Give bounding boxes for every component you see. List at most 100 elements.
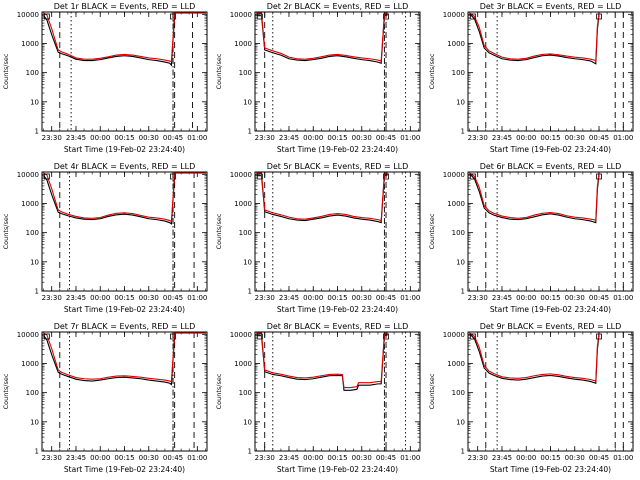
x-tick-label: 00:45: [589, 294, 609, 302]
chart-panel-9: Det 9r BLACK = Events, RED = LLD Counts/s…: [428, 322, 634, 474]
x-tick-label: 01:00: [613, 134, 633, 142]
saturation-marker: [469, 333, 476, 340]
series-line-black: [43, 335, 176, 386]
x-tick-label: 00:00: [516, 294, 536, 302]
saturation-marker: [43, 13, 50, 20]
chart-panel-1: Det 1r BLACK = Events, RED = LLD Counts/s…: [2, 2, 208, 154]
series-group: [256, 172, 388, 224]
series-line-black: [43, 175, 176, 225]
chart-title: Det 2r BLACK = Events, RED = LLD: [267, 2, 409, 11]
x-tick-label: 00:00: [303, 134, 323, 142]
x-tick-label: 00:00: [90, 294, 110, 302]
y-tick-label: 10000: [17, 11, 39, 19]
y-tick-label: 100: [452, 69, 465, 77]
series-line-red: [469, 332, 600, 382]
y-tick-label: 1000: [21, 360, 39, 368]
y-tick-label: 10000: [230, 11, 252, 19]
x-tick-label: 23:45: [279, 454, 299, 462]
x-tick-label: 01:00: [187, 134, 207, 142]
y-axis-label: Counts/sec: [215, 213, 223, 249]
plot-frame: [41, 171, 208, 292]
x-tick-label: 01:00: [613, 454, 633, 462]
x-axis-label: Start Time (19-Feb-02 23:24:40): [277, 145, 398, 154]
series-line-red: [43, 172, 206, 223]
y-tick-label: 10: [30, 98, 39, 106]
x-axis-label: Start Time (19-Feb-02 23:24:40): [490, 145, 611, 154]
y-tick-label: 10: [456, 258, 465, 266]
plot-frame: [467, 331, 634, 452]
x-tick-label: 01:00: [187, 294, 207, 302]
x-tick-label: 23:30: [42, 294, 62, 302]
x-axis-label: Start Time (19-Feb-02 23:24:40): [277, 465, 398, 474]
y-tick-label: 10: [243, 98, 252, 106]
series-line-black: [256, 334, 388, 391]
y-axis-label: Counts/sec: [2, 373, 10, 409]
y-tick-label: 1: [35, 288, 39, 296]
x-tick-label: 00:00: [90, 454, 110, 462]
y-tick-label: 10: [30, 258, 39, 266]
x-tick-label: 00:15: [540, 294, 560, 302]
x-tick-label: 23:45: [279, 294, 299, 302]
x-tick-label: 00:15: [327, 134, 347, 142]
x-tick-label: 00:45: [163, 294, 183, 302]
y-tick-label: 100: [26, 389, 39, 397]
y-tick-label: 10000: [443, 171, 465, 179]
x-tick-label: 00:00: [516, 454, 536, 462]
y-tick-label: 100: [239, 229, 252, 237]
chart-title: Det 4r BLACK = Events, RED = LLD: [54, 162, 196, 171]
x-tick-label: 00:30: [565, 294, 585, 302]
x-axis-label: Start Time (19-Feb-02 23:24:40): [490, 465, 611, 474]
y-axis-label: Counts/sec: [428, 53, 436, 89]
y-tick-label: 10: [243, 258, 252, 266]
x-tick-label: 00:00: [516, 134, 536, 142]
x-tick-label: 23:30: [255, 294, 275, 302]
y-tick-label: 10: [30, 418, 39, 426]
x-tick-label: 23:30: [468, 134, 488, 142]
series-group: [43, 332, 206, 386]
y-tick-label: 100: [239, 69, 252, 77]
plot-frame: [41, 11, 208, 132]
series-line-red: [256, 12, 388, 62]
y-tick-label: 1: [35, 448, 39, 456]
x-tick-label: 00:15: [114, 294, 134, 302]
chart-panel-7: Det 7r BLACK = Events, RED = LLD Counts/s…: [2, 322, 208, 474]
x-tick-label: 23:45: [279, 134, 299, 142]
x-tick-label: 00:15: [540, 134, 560, 142]
chart-panel-2: Det 2r BLACK = Events, RED = LLD Counts/s…: [215, 2, 421, 154]
x-tick-label: 01:00: [400, 134, 420, 142]
saturation-marker: [256, 333, 263, 340]
y-tick-label: 1000: [447, 200, 465, 208]
y-tick-label: 10000: [230, 171, 252, 179]
x-tick-label: 23:45: [66, 134, 86, 142]
chart-panel-6: Det 6r BLACK = Events, RED = LLD Counts/s…: [428, 162, 634, 314]
y-axis-label: Counts/sec: [215, 373, 223, 409]
y-tick-label: 1000: [234, 200, 252, 208]
y-tick-label: 1000: [447, 360, 465, 368]
chart-panel-8: Det 8r BLACK = Events, RED = LLD Counts/s…: [215, 322, 421, 474]
x-tick-label: 00:30: [565, 454, 585, 462]
series-line-black: [256, 14, 388, 65]
plot-frame: [41, 331, 208, 452]
y-tick-label: 100: [26, 229, 39, 237]
saturation-marker: [256, 13, 263, 20]
x-tick-label: 00:45: [589, 134, 609, 142]
y-tick-label: 10: [243, 418, 252, 426]
x-axis-label: Start Time (19-Feb-02 23:24:40): [277, 305, 398, 314]
x-tick-label: 00:00: [303, 294, 323, 302]
x-tick-label: 00:45: [376, 454, 396, 462]
saturation-marker: [383, 173, 389, 180]
y-tick-label: 1: [461, 128, 465, 136]
series-group: [43, 12, 206, 67]
y-tick-label: 1000: [21, 40, 39, 48]
series-group: [469, 172, 600, 224]
y-tick-label: 1: [248, 288, 252, 296]
y-tick-label: 1: [461, 288, 465, 296]
y-tick-label: 100: [26, 69, 39, 77]
series-line-black: [469, 333, 600, 385]
plot-frame: [467, 171, 634, 292]
x-tick-label: 00:45: [589, 454, 609, 462]
x-tick-label: 23:30: [42, 454, 62, 462]
x-tick-label: 00:15: [114, 134, 134, 142]
y-axis-label: Counts/sec: [2, 213, 10, 249]
x-tick-label: 23:30: [255, 134, 275, 142]
